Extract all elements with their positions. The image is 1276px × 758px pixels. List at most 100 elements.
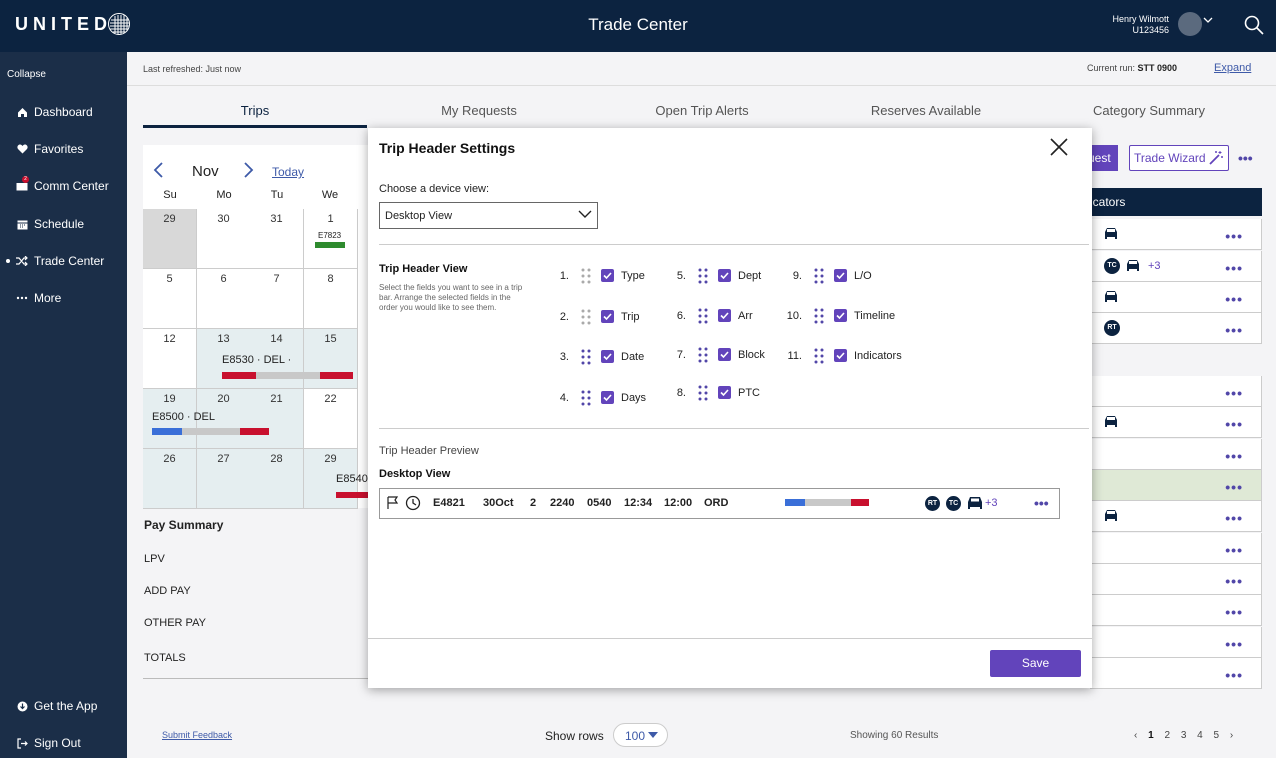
trip-code[interactable]: E8500 · DEL [152,411,215,423]
checkbox-checked[interactable] [601,310,614,323]
calendar-day[interactable]: 29 [143,209,197,269]
table-row[interactable]: ••• [1090,376,1262,407]
chevron-right-icon[interactable] [242,162,254,178]
field-block[interactable]: 7. Block [670,347,770,365]
table-row[interactable]: ••• [1090,533,1262,564]
row-menu-icon[interactable]: ••• [1225,604,1243,620]
calendar-day[interactable]: 30 [197,209,251,269]
tab-reserves-available[interactable]: Reserves Available [870,103,982,118]
sidebar-item-dashboard[interactable]: Dashboard [0,101,127,123]
trip-bar[interactable] [315,242,345,248]
collapse-button[interactable]: Collapse [7,69,46,80]
checkbox-checked[interactable] [718,348,731,361]
drag-handle-icon[interactable] [814,308,824,327]
submit-feedback-link[interactable]: Submit Feedback [162,730,233,740]
trip-bar[interactable] [336,492,368,498]
calendar-day[interactable]: 8 [304,269,358,329]
field-trip[interactable]: 2. Trip [553,309,653,327]
calendar-day[interactable]: 22 [304,389,358,449]
calendar-day[interactable]: 15 [304,329,358,389]
table-row[interactable]: ••• [1090,407,1262,438]
page-number[interactable]: 3 [1180,730,1187,741]
trip-bar[interactable] [152,428,269,435]
checkbox-checked[interactable] [834,269,847,282]
device-view-select[interactable]: Desktop View [379,202,598,229]
calendar-day[interactable]: 31 [250,209,304,269]
drag-handle-icon[interactable] [814,348,824,367]
field-arr[interactable]: 6. Arr [670,308,770,326]
calendar-day[interactable]: 29 [304,449,358,509]
field-days[interactable]: 4. Days [553,390,653,408]
trip-code[interactable]: E8540 [336,473,368,485]
row-menu-icon[interactable]: ••• [1225,636,1243,652]
get-app-link[interactable]: Get the App [0,695,127,717]
sign-out-link[interactable]: Sign Out [0,732,127,754]
more-options-icon[interactable]: ••• [1238,150,1253,166]
row-menu-icon[interactable]: ••• [1225,260,1243,276]
rows-per-page-select[interactable]: 100 [613,723,668,747]
drag-handle-icon[interactable] [814,268,824,287]
drag-handle-icon[interactable] [581,309,591,328]
sidebar-item-more[interactable]: More [0,287,127,309]
tab-trips[interactable]: Trips [143,96,367,128]
page-number[interactable]: 1 [1148,730,1154,741]
checkbox-checked[interactable] [601,391,614,404]
expand-link[interactable]: Expand [1214,62,1252,74]
user-info[interactable]: Henry Wilmott U123456 [1112,14,1169,36]
drag-handle-icon[interactable] [581,349,591,368]
drag-handle-icon[interactable] [698,347,708,366]
field-indicators[interactable]: 11. Indicators [786,348,926,366]
drag-handle-icon[interactable] [698,268,708,287]
trip-bar[interactable] [222,372,353,379]
calendar-day[interactable]: 14 [250,329,304,389]
close-icon[interactable] [1049,137,1069,157]
calendar-day[interactable]: 7 [250,269,304,329]
row-menu-icon[interactable]: ••• [1225,510,1243,526]
checkbox-checked[interactable] [718,309,731,322]
tab-open-trip-alerts[interactable]: Open Trip Alerts [655,103,749,118]
checkbox-checked[interactable] [718,386,731,399]
field-ptc[interactable]: 8. PTC [670,385,770,403]
row-menu-icon[interactable]: ••• [1225,573,1243,589]
tab-my-requests[interactable]: My Requests [441,103,517,118]
calendar-day[interactable]: 27 [197,449,251,509]
row-menu-icon[interactable]: ••• [1225,479,1243,495]
sidebar-item-favorites[interactable]: Favorites [0,138,127,160]
table-row[interactable]: ••• TC +3 [1090,251,1262,282]
field-timeline[interactable]: 10. Timeline [786,308,926,326]
table-row[interactable]: ••• [1090,501,1262,532]
page-number[interactable]: 2 [1164,730,1171,741]
drag-handle-icon[interactable] [581,390,591,409]
table-row[interactable]: ••• RT [1090,313,1262,344]
sidebar-item-comm-center[interactable]: 2 Comm Center [0,175,127,197]
calendar-day[interactable]: 12 [143,329,197,389]
sidebar-item-schedule[interactable]: Schedule [0,213,127,235]
checkbox-checked[interactable] [601,350,614,363]
chevron-down-icon[interactable] [1203,15,1213,25]
app-logo[interactable]: UNITED [15,14,112,34]
row-menu-icon[interactable]: ••• [1225,542,1243,558]
calendar-day[interactable]: 21 [250,389,304,449]
trade-wizard-button[interactable]: Trade Wizard [1129,145,1229,171]
page-number[interactable]: 4 [1197,730,1203,741]
row-menu-icon[interactable]: ••• [1225,416,1243,432]
today-link[interactable]: Today [272,165,305,179]
calendar-day[interactable]: 19 [143,389,197,449]
field-lo[interactable]: 9. L/O [786,268,926,286]
row-menu-icon[interactable]: ••• [1225,322,1243,338]
drag-handle-icon[interactable] [698,385,708,404]
row-menu-icon[interactable]: ••• [1225,291,1243,307]
table-row[interactable]: ••• [1090,658,1262,689]
calendar-day[interactable]: 28 [250,449,304,509]
checkbox-checked[interactable] [601,269,614,282]
chevron-left-icon[interactable] [153,162,165,178]
prev-page-icon[interactable]: ‹ [1134,730,1138,741]
table-row[interactable]: ••• [1090,470,1262,501]
search-icon[interactable] [1244,15,1264,35]
calendar-day[interactable]: 6 [197,269,251,329]
drag-handle-icon[interactable] [698,308,708,327]
field-type[interactable]: 1. Type [553,268,653,286]
table-row[interactable]: ••• [1090,564,1262,595]
field-date[interactable]: 3. Date [553,349,653,367]
table-row[interactable]: ••• [1090,439,1262,470]
